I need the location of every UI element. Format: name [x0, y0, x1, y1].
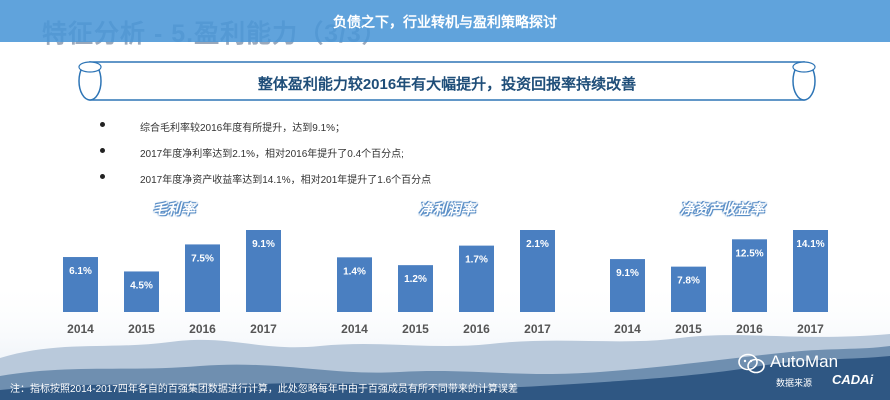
bar-value-label: 9.1%: [252, 239, 275, 250]
bullet-dot: [100, 174, 105, 179]
bullet-item: 2017年度净利率达到2.1%，相对2016年提升了0.4个百分点;: [100, 144, 800, 170]
bar-2014: [337, 257, 372, 312]
bar-2017: [520, 230, 555, 312]
bar-2017: [246, 230, 281, 312]
x-tick-label: 2016: [463, 322, 490, 336]
bullet-dot: [100, 122, 105, 127]
bar-2015: [124, 271, 159, 312]
bullet-text: 2017年度净资产收益率达到14.1%，相对201年提升了1.6个百分点: [140, 175, 432, 186]
x-tick-label: 2016: [736, 322, 763, 336]
x-tick-label: 2017: [250, 322, 277, 336]
bar-value-label: 7.5%: [191, 253, 214, 264]
bar-2014: [610, 259, 645, 312]
x-tick-label: 2017: [797, 322, 824, 336]
brand-name: AutoMan: [770, 352, 839, 371]
bullet-item: 综合毛利率较2016年度有所提升，达到9.1%；: [100, 118, 800, 144]
brand-source: 数据来源: [776, 378, 813, 388]
x-tick-label: 2014: [614, 322, 641, 336]
bar-value-label: 9.1%: [616, 268, 639, 279]
cadai-logo: CADAi: [832, 372, 874, 387]
bar-2016: [732, 239, 767, 312]
bar-value-label: 14.1%: [796, 239, 824, 250]
overlay-headline: 负债之下，行业转机与盈利策略探讨: [333, 14, 557, 30]
bar-value-label: 2.1%: [526, 239, 549, 250]
bar-value-label: 4.5%: [130, 280, 153, 291]
x-tick-label: 2014: [67, 322, 94, 336]
mountain-landscape-background: [0, 280, 890, 400]
bullet-item: 2017年度净资产收益率达到14.1%，相对201年提升了1.6个百分点: [100, 170, 800, 196]
banner-text: 整体盈利能力较2016年有大幅提升，投资回报率持续改善: [257, 76, 637, 93]
chart-title-roe: 净资产收益率: [680, 201, 764, 217]
bar-value-label: 1.4%: [343, 266, 366, 277]
bar-value-label: 6.1%: [69, 266, 92, 277]
bar-value-label: 7.8%: [677, 276, 700, 287]
bar-2017: [793, 230, 828, 312]
bar-2015: [671, 266, 706, 312]
x-tick-label: 2014: [341, 322, 368, 336]
bar-value-label: 1.7%: [465, 255, 488, 266]
wechat-icon: [738, 353, 765, 374]
x-tick-label: 2015: [128, 322, 155, 336]
x-tick-label: 2015: [675, 322, 702, 336]
x-tick-label: 2016: [189, 322, 216, 336]
bar-value-label: 12.5%: [735, 248, 763, 259]
bullet-text: 2017年度净利率达到2.1%，相对2016年提升了0.4个百分点;: [140, 149, 404, 160]
brand-watermark: AutoMan 数据来源 CADAi: [738, 352, 888, 398]
headline-banner: 整体盈利能力较2016年有大幅提升，投资回报率持续改善: [78, 60, 816, 104]
bar-2015: [398, 265, 433, 312]
banner-scroll-shape: [78, 61, 816, 101]
overlay-bar: [0, 0, 890, 42]
bullet-list: 综合毛利率较2016年度有所提升，达到9.1%； 2017年度净利率达到2.1%…: [100, 118, 800, 196]
chart-title-gross-margin: 毛利率: [153, 201, 195, 217]
bar-2016: [185, 244, 220, 312]
bar-value-label: 1.2%: [404, 274, 427, 285]
bar-2016: [459, 245, 494, 312]
bullet-dot: [100, 148, 105, 153]
x-tick-label: 2017: [524, 322, 551, 336]
x-tick-label: 2015: [402, 322, 429, 336]
chart-title-net-margin: 净利润率: [419, 201, 475, 217]
bullet-text: 综合毛利率较2016年度有所提升，达到9.1%；: [140, 123, 346, 134]
footer-note: 注：指标按照2014-2017四年各自的百强集团数据进行计算，此处忽略每年中由于…: [10, 384, 518, 395]
bar-2014: [63, 257, 98, 312]
